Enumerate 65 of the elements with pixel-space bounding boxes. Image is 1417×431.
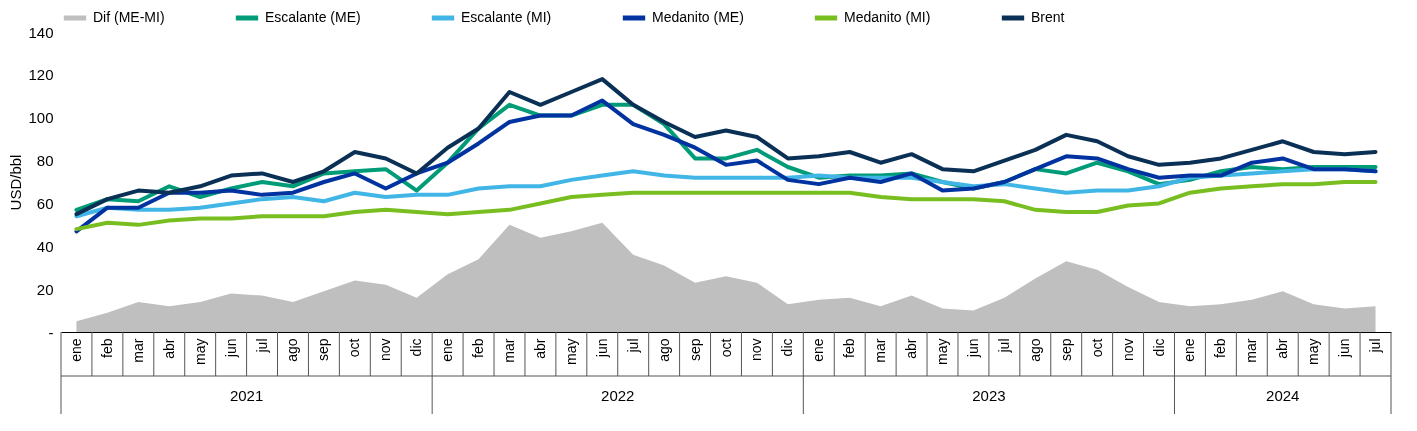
line-series [74, 98, 1378, 234]
x-tick-label: jul [624, 338, 641, 354]
text: 2023 [972, 387, 1006, 404]
y-tick-label: 20 [36, 280, 54, 298]
x-tick-label: jun [593, 338, 610, 359]
x-tick-label: sep [686, 338, 703, 362]
x-tick-label: may [934, 338, 951, 365]
x-tick-label: jul [253, 338, 270, 354]
x-tick-label: ene [67, 338, 84, 362]
y-axis-title: USD/bbl [7, 154, 25, 211]
y-tick-label: 60 [36, 194, 54, 212]
x-tick-label: feb [1212, 338, 1229, 358]
x-tick-label: oct [1088, 338, 1105, 358]
line-series [74, 180, 1378, 232]
x-tick-label: jul [995, 338, 1012, 354]
legend-label: Brent [1031, 9, 1065, 25]
line-series [74, 77, 1378, 217]
x-tick-label: ene [439, 338, 456, 362]
x-tick-label: sep [315, 338, 332, 362]
x-tick-label: ago [1026, 338, 1043, 362]
x-tick-label: may [1305, 338, 1322, 365]
x-tick-label: abr [1274, 338, 1291, 359]
x-tick-label: dic [408, 338, 425, 357]
x-tick-label: ago [655, 338, 672, 362]
legend-label: Dif (ME-MI) [93, 9, 165, 25]
y-tick-label: 40 [36, 237, 54, 255]
x-tick-label: jun [1336, 338, 1353, 359]
x-tick-label: abr [903, 338, 920, 359]
x-tick-label: nov [748, 338, 765, 362]
x-tick-label: ene [1181, 338, 1198, 362]
x-tick-label: dic [779, 338, 796, 357]
text: 2022 [601, 387, 635, 404]
x-tick-label: abr [160, 338, 177, 359]
x-tick-label: jul [1367, 338, 1384, 354]
x-tick-label: mar [872, 338, 889, 363]
x-tick-label: nov [1119, 338, 1136, 362]
x-tick-label: oct [717, 338, 734, 358]
x-tick-label: jun [964, 338, 981, 359]
y-tick-label: 120 [28, 66, 54, 84]
text: 2021 [229, 387, 264, 404]
x-tick-label: dic [1150, 338, 1167, 357]
legend-label: Medanito (MI) [844, 9, 931, 25]
x-tick-label: may [191, 338, 208, 365]
y-tick-label: 80 [36, 152, 54, 170]
x-tick-label: mar [500, 338, 517, 363]
y-tick-label: 140 [28, 23, 54, 41]
x-tick-label: mar [129, 338, 146, 363]
x-tick-label: jun [222, 338, 239, 359]
legend-label: Medanito (ME) [652, 9, 744, 25]
y-tick-label: 100 [28, 109, 54, 127]
x-tick-label: oct [346, 338, 363, 358]
x-tick-label: ago [284, 338, 301, 362]
x-tick-label: nov [377, 338, 394, 362]
y-tick-label: - [48, 323, 54, 341]
legend-label: Escalante (ME) [265, 9, 361, 25]
x-tick-label: feb [470, 338, 487, 358]
x-tick-label: ene [810, 338, 827, 362]
x-tick-label: feb [98, 338, 115, 358]
text: 2024 [1266, 387, 1300, 404]
x-tick-label: abr [531, 338, 548, 359]
x-tick-label: may [562, 338, 579, 365]
x-tick-label: mar [1243, 338, 1260, 363]
x-tick-label: feb [841, 338, 858, 358]
legend-label: Escalante (MI) [461, 9, 552, 25]
x-tick-label: sep [1057, 338, 1074, 362]
